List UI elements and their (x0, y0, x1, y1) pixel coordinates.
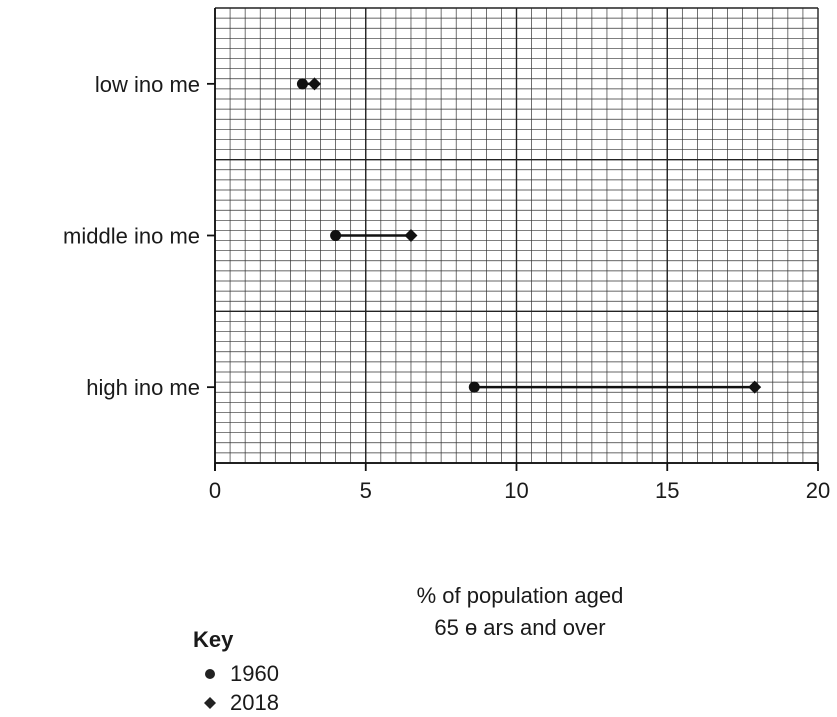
category-label: middle ino me (63, 224, 200, 249)
axes (207, 8, 819, 471)
category-label: low ino me (95, 72, 200, 97)
x-tick-label: 10 (504, 478, 528, 503)
point-1960 (296, 78, 308, 90)
x-tick-label: 20 (806, 478, 830, 503)
diamond-marker-icon (204, 697, 216, 709)
category-labels: low ino me middle ino me high ino me (63, 72, 200, 400)
point-2018 (748, 380, 762, 394)
x-axis-label-line2: 65 ɵ ars and over (434, 615, 606, 640)
legend-label-1960: 1960 (230, 661, 279, 686)
x-tick-labels: 0 5 10 15 20 (209, 478, 830, 503)
point-2018 (307, 77, 321, 91)
legend-label-2018: 2018 (230, 690, 279, 715)
legend-item-2018: 2018 (200, 690, 279, 716)
x-tick-label: 15 (655, 478, 679, 503)
point-1960 (330, 230, 342, 241)
x-axis-label-line1: % of population aged (416, 583, 624, 608)
x-tick-label: 5 (360, 478, 372, 503)
x-tick-label: 0 (209, 478, 221, 503)
category-label: high ino me (86, 375, 200, 400)
legend-title: Key (193, 627, 234, 652)
circle-marker-icon (205, 669, 215, 679)
point-1960 (468, 381, 480, 393)
legend-item-1960: 1960 (200, 661, 279, 687)
data-marks (296, 77, 762, 394)
point-2018 (404, 229, 418, 242)
